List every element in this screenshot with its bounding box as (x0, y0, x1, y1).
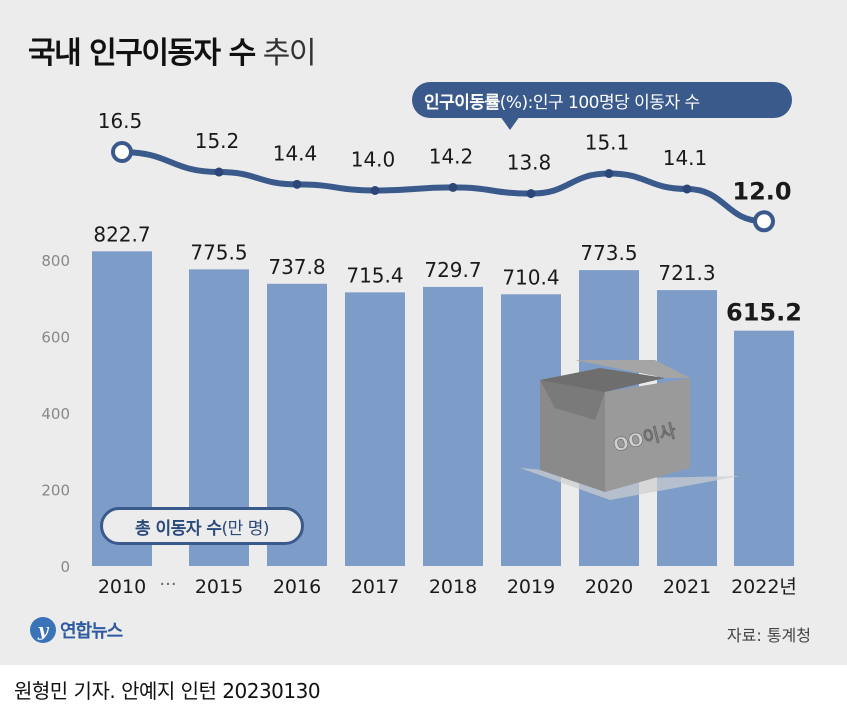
rate-point (293, 180, 302, 189)
x-tick-label: 2019 (507, 576, 555, 598)
rate-value-label: 13.8 (507, 151, 552, 175)
x-tick-label: 2022년 (731, 576, 797, 598)
rate-value-label: 15.2 (195, 129, 240, 153)
y-tick-label: 200 (41, 482, 70, 500)
yonhap-logo-icon: y (30, 617, 56, 643)
axis-break: ··· (159, 574, 176, 595)
x-tick-label: 2020 (585, 576, 633, 598)
bar-value-label: 715.4 (346, 263, 403, 287)
y-tick-label: 400 (41, 405, 70, 423)
bar (734, 331, 794, 566)
rate-value-label: 14.4 (273, 141, 318, 165)
rate-point (113, 143, 131, 161)
rate-value-label: 14.1 (663, 146, 708, 170)
bar-value-label: 773.5 (580, 241, 637, 265)
total-legend-pill: 총 이동자 수 (만 명) (100, 507, 304, 545)
x-tick-label: 2018 (429, 576, 477, 598)
rate-point (215, 168, 224, 177)
y-tick-label: 0 (60, 558, 70, 576)
rate-value-label: 14.0 (351, 148, 396, 172)
bar-value-label: 737.8 (268, 255, 325, 279)
rate-value-label: 14.2 (429, 144, 474, 168)
rate-point (755, 212, 773, 230)
x-tick-label: 2015 (195, 576, 243, 598)
bar-value-label: 721.3 (658, 261, 715, 285)
rate-point (605, 169, 614, 178)
rate-point (371, 186, 380, 195)
rate-value-label: 16.5 (98, 109, 143, 133)
rate-point (449, 183, 458, 192)
rate-point (527, 189, 536, 198)
x-tick-label: 2017 (351, 576, 399, 598)
total-legend-light: (만 명) (222, 514, 269, 539)
bar-value-label: 729.7 (424, 258, 481, 282)
y-tick-label: 600 (41, 329, 70, 347)
bar (423, 287, 483, 566)
source-note: 자료: 통계청 (727, 622, 811, 646)
yonhap-logo: y 연합뉴스 (30, 617, 122, 643)
bar-value-label: 615.2 (726, 299, 802, 327)
rate-value-label: 15.1 (585, 131, 630, 155)
rate-value-label: 12.0 (732, 177, 791, 205)
bar-value-label: 710.4 (502, 265, 559, 289)
chart-svg: 0 200 400 600 800 822.7 775.5 737.8 715.4 729.7 7… (0, 0, 847, 665)
x-tick-label: 2021 (663, 576, 711, 598)
bar-value-label: 775.5 (190, 240, 247, 264)
credit-line: 원형민 기자. 안예지 인턴 20230130 (14, 675, 320, 704)
bar (345, 292, 405, 566)
x-tick-label: 2016 (273, 576, 321, 598)
bar-value-label: 822.7 (93, 222, 150, 246)
total-legend-bold: 총 이동자 수 (135, 514, 222, 539)
x-tick-label: 2010 (98, 576, 146, 598)
logo-text: 연합뉴스 (60, 617, 122, 643)
y-tick-label: 800 (41, 252, 70, 270)
rate-point (683, 184, 692, 193)
